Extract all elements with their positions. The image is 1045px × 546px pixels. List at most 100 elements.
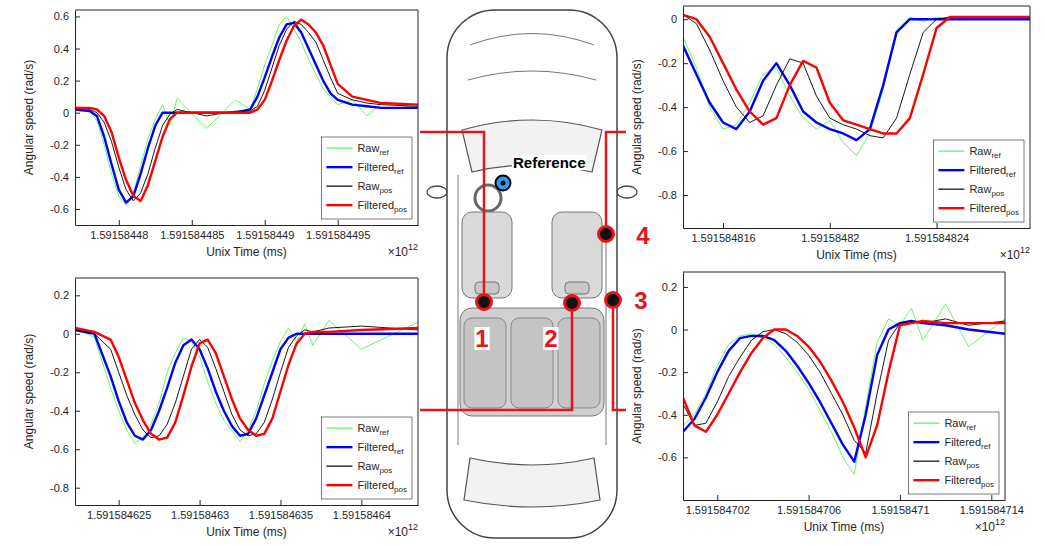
y-tick-label: -0.8 (658, 189, 677, 201)
reference-label: Reference (513, 154, 586, 171)
y-tick-mark (683, 330, 688, 331)
legend: RawrefFilteredrefRawposFilteredpos (908, 412, 999, 494)
legend-entry: Rawpos (969, 183, 1004, 198)
position-label: 1 (475, 325, 488, 352)
x-exponent-label: ×1012 (1000, 245, 1030, 262)
legend-swatch (913, 441, 939, 443)
y-axis-line (683, 273, 684, 501)
y-tick-label: -0.6 (50, 443, 69, 455)
legend-entry: Filteredref (969, 164, 1016, 179)
y-tick: 0 (63, 107, 80, 119)
legend-entry: Rawpos (944, 455, 979, 470)
y-tick: -0.4 (50, 171, 80, 183)
y-tick: -0.2 (50, 366, 80, 378)
legend-entry: Rawref (357, 422, 389, 437)
x-tick: 1.59158471 (871, 495, 929, 516)
front-seat (462, 212, 512, 298)
x-axis-title: Unix Time (ms) (804, 520, 885, 534)
x-tick-label: 1.591584485 (160, 229, 224, 241)
legend-entry: Rawref (357, 142, 389, 157)
y-tick: 0 (63, 328, 80, 340)
x-tick-mark (900, 495, 901, 500)
side-mirror (427, 186, 447, 198)
legend-entry: Rawref (969, 145, 1001, 160)
reference-marker-center (501, 181, 506, 186)
y-tick-label: 0.2 (54, 289, 69, 301)
x-exponent-power: 12 (1020, 245, 1030, 255)
y-tick-mark (683, 372, 688, 373)
x-exponent-base: ×10 (975, 520, 996, 534)
series-line (75, 328, 418, 440)
hood-line (470, 34, 594, 46)
x-tick: 1.59158448 (90, 220, 148, 241)
y-tick: -0.2 (658, 366, 688, 378)
rear-window (464, 458, 600, 507)
y-tick-mark (75, 145, 80, 146)
reference: Reference (496, 154, 587, 191)
x-tick-mark (937, 223, 938, 228)
position-markers: 1234 (474, 222, 651, 352)
x-tick: 1.591584816 (691, 223, 755, 244)
legend-subscript: ref (394, 447, 404, 456)
legend-name: Raw (357, 460, 379, 472)
x-tick-label: 1.591584625 (87, 509, 151, 521)
x-axis-title: Unix Time (ms) (816, 248, 897, 262)
legend-subscript: pos (966, 461, 979, 470)
x-tick: 1.591584495 (306, 220, 370, 241)
y-axis-title: Angular speed (rad/s) (630, 328, 644, 443)
legend: RawrefFilteredrefRawposFilteredpos (321, 417, 412, 499)
x-tick: 1.59158482 (801, 223, 859, 244)
x-tick: 1.59158463 (171, 500, 229, 521)
y-tick-mark (683, 63, 688, 64)
legend-subscript: pos (991, 189, 1004, 198)
legend-name: Filtered (357, 199, 394, 211)
legend-name: Raw (969, 183, 991, 195)
y-tick-mark (683, 151, 688, 152)
chart-panel: 1.5915848161.591584821.591584824-0.8-0.6… (630, 6, 1030, 262)
chart-panel: 1.5915847021.5915847061.591584711.591584… (630, 272, 1024, 534)
series-line (75, 320, 418, 443)
y-axis: -0.6-0.4-0.200.20.40.6 (50, 10, 80, 225)
legend-swatch (913, 423, 939, 424)
legend-subscript: ref (394, 167, 404, 176)
legend-subscript: pos (1006, 208, 1019, 217)
x-tick-mark (723, 223, 724, 228)
y-axis: -0.8-0.6-0.4-0.20 (658, 7, 688, 229)
y-tick-label: 0.2 (54, 75, 69, 87)
y-tick: -0.6 (50, 443, 80, 455)
y-tick: -0.4 (50, 405, 80, 417)
legend-name: Raw (357, 422, 379, 434)
legend-name: Raw (357, 180, 379, 192)
y-tick-mark (683, 415, 688, 416)
x-tick-label: 1.591584714 (960, 504, 1024, 516)
y-tick-label: 0.4 (54, 43, 69, 55)
connectors (420, 132, 626, 410)
x-tick-mark (265, 220, 266, 225)
legend-name: Raw (944, 455, 966, 467)
y-axis: -0.6-0.4-0.200.2 (658, 273, 688, 501)
x-tick: 1.591584714 (960, 495, 1024, 516)
series-line (683, 321, 1005, 457)
x-tick: 1.591584635 (249, 500, 313, 521)
position-marker (565, 296, 580, 311)
plot-frame (683, 6, 1030, 7)
plot-background (683, 272, 1005, 500)
x-exponent-base: ×10 (388, 525, 409, 539)
legend-swatch (938, 169, 964, 171)
plot-frame (75, 278, 418, 279)
x-exponent-base: ×10 (1000, 248, 1021, 262)
series-line (75, 330, 418, 440)
x-exponent-label: ×1012 (388, 242, 418, 259)
y-tick-label: -0.2 (658, 57, 677, 69)
x-tick: 1.59158464 (333, 500, 391, 521)
legend-subscript: pos (379, 466, 392, 475)
y-tick: -0.8 (658, 189, 688, 201)
legend: RawrefFilteredrefRawposFilteredpos (933, 140, 1024, 222)
legend-entry: Rawpos (357, 460, 392, 475)
legend-subscript: pos (394, 485, 407, 494)
x-axis-title: Unix Time (ms) (206, 245, 287, 259)
x-tick-mark (119, 220, 120, 225)
y-axis-line (75, 11, 76, 226)
side-mirror (617, 186, 637, 198)
x-tick: 1.59158449 (236, 220, 294, 241)
